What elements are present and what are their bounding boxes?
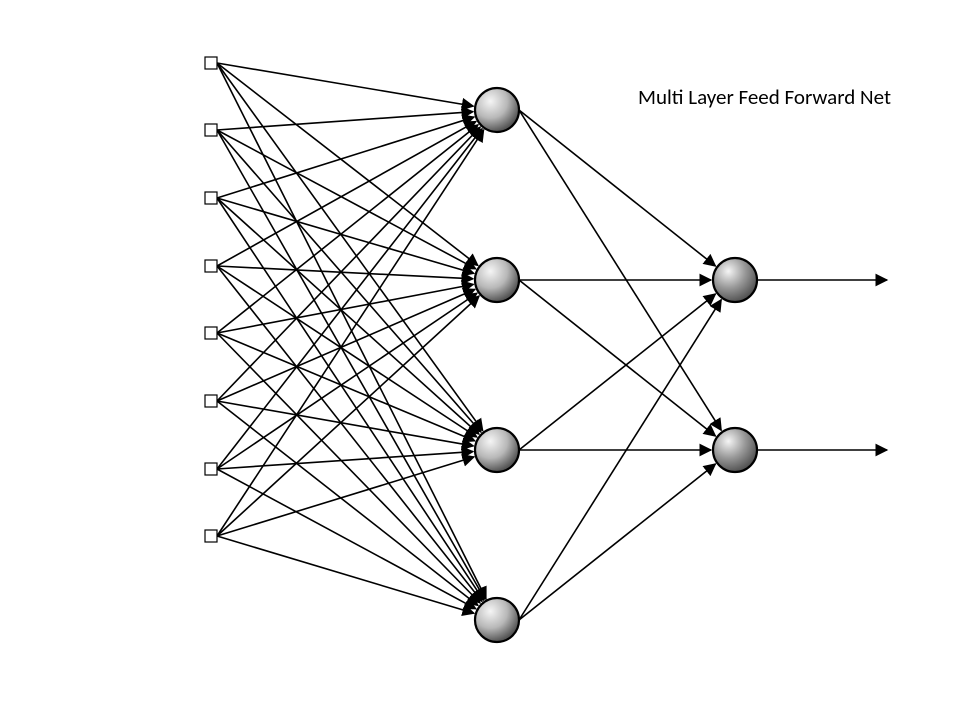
input-node-3 bbox=[205, 260, 217, 272]
edge bbox=[519, 110, 715, 266]
edge bbox=[217, 130, 485, 599]
hidden-node-0 bbox=[475, 88, 519, 132]
edge bbox=[217, 452, 473, 469]
edge bbox=[217, 469, 476, 609]
edge bbox=[519, 110, 721, 430]
hidden-node-2 bbox=[475, 428, 519, 472]
hidden-node-1 bbox=[475, 258, 519, 302]
output-node-1 bbox=[713, 428, 757, 472]
edge bbox=[217, 198, 484, 600]
edge bbox=[519, 464, 715, 620]
edge bbox=[217, 198, 474, 273]
edge bbox=[519, 280, 715, 436]
edge bbox=[217, 63, 473, 106]
edge bbox=[519, 300, 721, 620]
output-node-0 bbox=[713, 258, 757, 302]
edge bbox=[217, 293, 477, 469]
input-node-4 bbox=[205, 327, 217, 339]
edge bbox=[217, 63, 483, 431]
diagram-title: Multi Layer Feed Forward Net bbox=[638, 84, 891, 110]
input-node-5 bbox=[205, 395, 217, 407]
input-node-0 bbox=[205, 57, 217, 69]
input-node-6 bbox=[205, 463, 217, 475]
edge bbox=[217, 63, 478, 265]
edge bbox=[217, 117, 474, 198]
edge bbox=[519, 294, 715, 450]
input-node-7 bbox=[205, 530, 217, 542]
input-node-1 bbox=[205, 124, 217, 136]
edge bbox=[217, 289, 475, 401]
edge bbox=[217, 112, 473, 130]
edge bbox=[217, 333, 475, 441]
edge bbox=[217, 130, 481, 432]
edge bbox=[217, 296, 479, 536]
input-node-2 bbox=[205, 192, 217, 204]
edge bbox=[217, 121, 476, 266]
edge bbox=[217, 536, 474, 613]
hidden-node-3 bbox=[475, 598, 519, 642]
edge bbox=[217, 129, 482, 469]
